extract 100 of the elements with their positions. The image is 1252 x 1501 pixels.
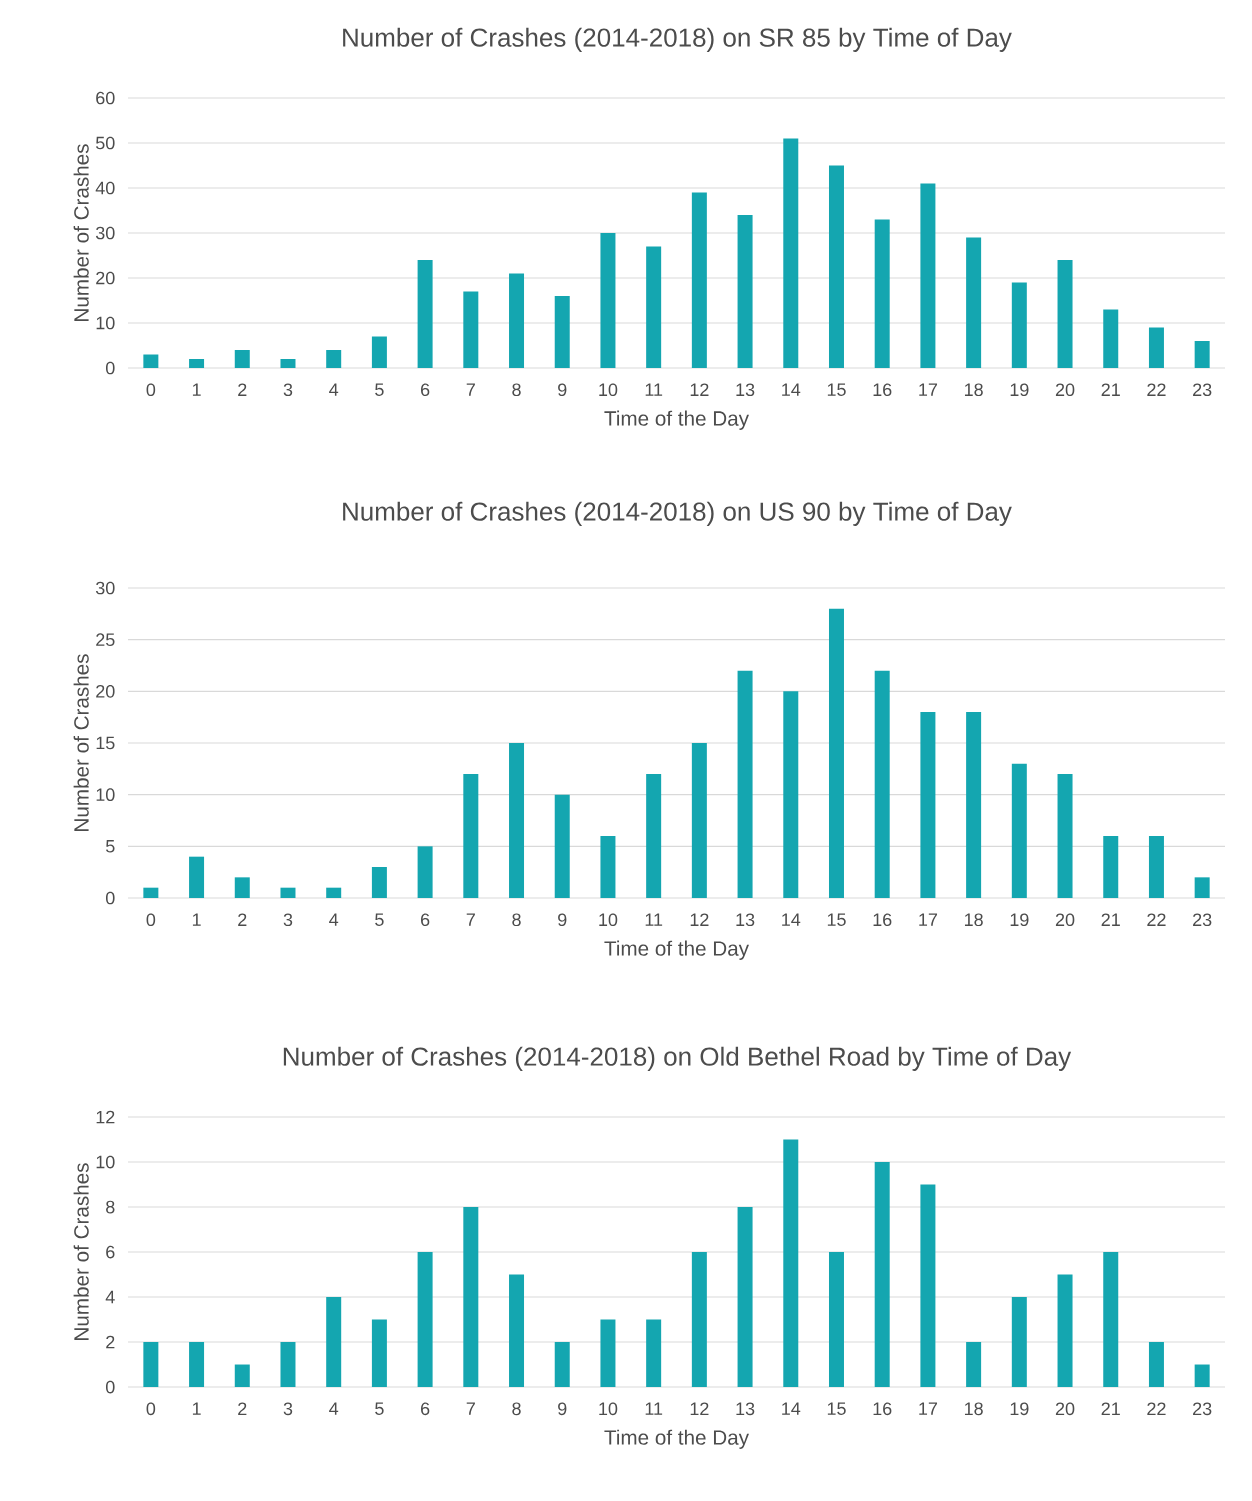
x-tick-label: 23 xyxy=(1193,1402,1212,1416)
x-tick-label: 15 xyxy=(827,913,846,926)
bar xyxy=(1057,260,1073,368)
x-tick-label: 4 xyxy=(329,383,339,396)
bar xyxy=(1057,1274,1073,1388)
x-axis-title: Time of the Day xyxy=(604,1429,749,1449)
bar xyxy=(509,743,525,899)
x-tick-label: 16 xyxy=(873,383,892,397)
bar xyxy=(509,1274,525,1388)
bar xyxy=(691,1252,707,1388)
x-tick-label: 11 xyxy=(645,383,663,396)
x-tick-label: 22 xyxy=(1147,913,1166,926)
y-tick-label: 50 xyxy=(95,136,115,150)
x-tick-label: 8 xyxy=(512,913,521,927)
chart-title: Number of Crashes (2014-2018) on Old Bethel Road by Time of Day xyxy=(283,1046,1072,1071)
bar xyxy=(737,215,753,368)
y-axis-title: Number of Crashes xyxy=(73,1163,89,1340)
x-tick-label: 23 xyxy=(1193,913,1212,927)
bar xyxy=(463,774,479,899)
bar xyxy=(280,1342,296,1388)
x-tick-label: 20 xyxy=(1055,1402,1075,1416)
bar xyxy=(783,138,799,368)
x-axis-title: Time of the Day xyxy=(604,940,749,960)
y-tick-label: 20 xyxy=(96,271,115,285)
bar xyxy=(326,887,342,899)
x-tick-label: 12 xyxy=(690,913,709,926)
x-axis-title: Time of the Day xyxy=(604,410,749,430)
x-tick-label: 14 xyxy=(782,1402,801,1415)
x-tick-label: 6 xyxy=(421,383,430,397)
x-tick-label: 5 xyxy=(375,383,384,396)
y-tick-label: 15 xyxy=(96,736,115,750)
x-tick-label: 22 xyxy=(1147,383,1166,396)
bar xyxy=(691,192,707,368)
x-tick-label: 19 xyxy=(1010,913,1029,927)
bar xyxy=(234,1364,250,1388)
y-tick-label: 8 xyxy=(106,1200,115,1214)
bar xyxy=(143,887,159,899)
bar xyxy=(143,354,159,368)
x-tick-label: 16 xyxy=(873,913,892,927)
x-tick-label: 2 xyxy=(238,913,247,926)
y-tick-label: 4 xyxy=(105,1290,115,1304)
bar xyxy=(1148,1342,1164,1388)
x-tick-label: 9 xyxy=(558,913,567,927)
bar xyxy=(966,237,982,368)
x-tick-label: 5 xyxy=(375,1402,384,1415)
x-tick-label: 9 xyxy=(558,1402,567,1416)
x-tick-label: 11 xyxy=(645,1402,663,1415)
bar xyxy=(554,296,570,368)
x-tick-label: 22 xyxy=(1147,1402,1166,1415)
bar xyxy=(463,1207,479,1388)
bar xyxy=(189,1342,205,1388)
bar xyxy=(828,1252,844,1388)
x-tick-label: 15 xyxy=(827,1402,846,1415)
bar xyxy=(417,846,433,899)
y-tick-label: 60 xyxy=(96,91,115,105)
bar xyxy=(1148,836,1164,899)
bar xyxy=(1103,836,1119,899)
x-tick-label: 3 xyxy=(283,1402,293,1416)
x-tick-label: 5 xyxy=(375,913,384,926)
x-tick-label: 6 xyxy=(421,1402,430,1416)
x-tick-label: 4 xyxy=(329,1402,339,1415)
bar xyxy=(691,743,707,899)
y-tick-label: 6 xyxy=(106,1245,115,1259)
x-tick-label: 14 xyxy=(782,913,801,926)
x-tick-label: 18 xyxy=(964,383,983,397)
bar xyxy=(463,291,479,368)
y-axis-title: Number of Crashes xyxy=(73,144,89,321)
x-tick-label: 4 xyxy=(329,913,339,926)
x-tick-label: 8 xyxy=(512,383,521,397)
bar xyxy=(783,691,799,899)
bar xyxy=(828,608,844,899)
y-tick-label: 10 xyxy=(96,788,115,802)
chart-title: Number of Crashes (2014-2018) on US 90 by Time of Day xyxy=(343,501,1012,526)
y-tick-label: 20 xyxy=(96,684,115,698)
bar xyxy=(234,350,250,368)
x-tick-label: 20 xyxy=(1055,383,1075,397)
x-tick-label: 18 xyxy=(964,1402,983,1416)
bar xyxy=(326,350,342,368)
bar xyxy=(1103,1252,1119,1388)
bar xyxy=(1148,327,1164,368)
x-tick-label: 19 xyxy=(1010,1402,1029,1416)
bar xyxy=(600,1319,616,1388)
x-tick-label: 19 xyxy=(1010,383,1029,397)
x-tick-label: 7 xyxy=(466,1402,475,1415)
x-tick-label: 17 xyxy=(919,1402,938,1415)
bar xyxy=(371,1319,387,1388)
bar xyxy=(554,1342,570,1388)
y-tick-label: 0 xyxy=(105,891,115,905)
bar xyxy=(646,774,662,899)
x-tick-label: 2 xyxy=(238,383,247,396)
y-tick-label: 40 xyxy=(95,181,115,195)
y-tick-label: 0 xyxy=(105,1380,115,1394)
bar xyxy=(1057,774,1073,899)
x-tick-label: 21 xyxy=(1101,383,1120,396)
bar xyxy=(920,1184,936,1388)
bar xyxy=(417,1252,433,1388)
bar xyxy=(1011,282,1027,368)
bar xyxy=(1011,763,1027,899)
bar xyxy=(143,1342,159,1388)
x-tick-label: 23 xyxy=(1193,383,1212,397)
